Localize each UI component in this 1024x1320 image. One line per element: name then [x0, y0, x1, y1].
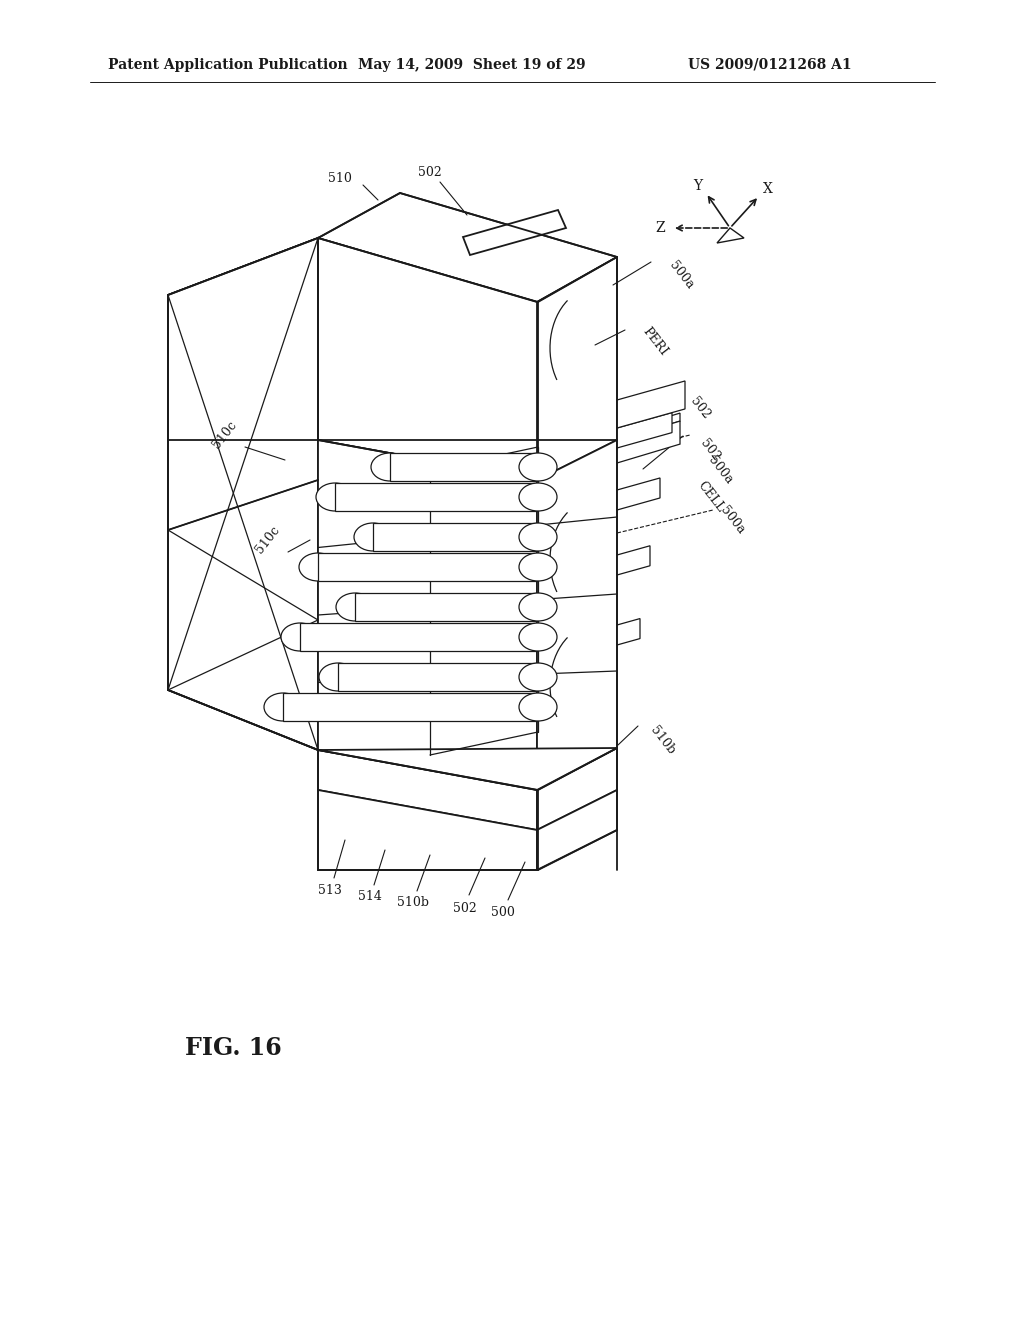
Polygon shape [300, 623, 538, 651]
Ellipse shape [299, 553, 337, 581]
Text: 502: 502 [698, 437, 723, 463]
Text: US 2009/0121268 A1: US 2009/0121268 A1 [688, 58, 852, 73]
Text: PERI: PERI [640, 325, 670, 359]
Polygon shape [617, 381, 685, 428]
Text: 502: 502 [418, 166, 442, 180]
Ellipse shape [519, 523, 557, 550]
Polygon shape [617, 619, 640, 645]
Polygon shape [537, 257, 617, 480]
Ellipse shape [281, 623, 319, 651]
Text: 510c: 510c [253, 524, 283, 556]
Ellipse shape [519, 593, 557, 620]
Polygon shape [355, 593, 538, 620]
Text: X: X [763, 182, 773, 195]
Text: 502: 502 [454, 902, 477, 915]
Text: 500a: 500a [706, 454, 735, 486]
Polygon shape [617, 413, 680, 440]
Ellipse shape [519, 663, 557, 690]
Text: 502: 502 [688, 395, 713, 421]
Polygon shape [318, 750, 537, 830]
Text: Patent Application Publication: Patent Application Publication [108, 58, 347, 73]
Text: 500a: 500a [718, 504, 748, 536]
Polygon shape [617, 421, 680, 463]
Polygon shape [168, 238, 318, 531]
Text: FIG. 16: FIG. 16 [185, 1036, 282, 1060]
Polygon shape [373, 523, 538, 550]
Ellipse shape [319, 663, 357, 690]
Polygon shape [168, 238, 318, 440]
Text: 514: 514 [358, 891, 382, 903]
Polygon shape [318, 748, 617, 789]
Polygon shape [390, 453, 538, 480]
Polygon shape [617, 545, 650, 576]
Ellipse shape [519, 623, 557, 651]
Text: 510c: 510c [210, 418, 240, 451]
Text: 500: 500 [492, 907, 515, 920]
Text: 500a: 500a [667, 259, 696, 292]
Ellipse shape [264, 693, 302, 721]
Text: CELL: CELL [695, 479, 727, 515]
Ellipse shape [336, 593, 374, 620]
Polygon shape [617, 478, 660, 510]
Polygon shape [318, 553, 538, 581]
Text: 510b: 510b [648, 723, 678, 756]
Polygon shape [537, 440, 617, 789]
Polygon shape [318, 789, 537, 870]
Ellipse shape [519, 483, 557, 511]
Polygon shape [463, 210, 566, 255]
Ellipse shape [519, 693, 557, 721]
Ellipse shape [354, 523, 392, 550]
Polygon shape [335, 483, 538, 511]
Text: May 14, 2009  Sheet 19 of 29: May 14, 2009 Sheet 19 of 29 [358, 58, 586, 73]
Polygon shape [617, 413, 672, 447]
Polygon shape [318, 238, 537, 480]
Polygon shape [717, 228, 744, 243]
Polygon shape [537, 789, 617, 870]
Text: 510b: 510b [397, 896, 429, 909]
Ellipse shape [519, 553, 557, 581]
Polygon shape [168, 238, 318, 750]
Ellipse shape [371, 453, 409, 480]
Text: 513: 513 [318, 883, 342, 896]
Polygon shape [318, 193, 617, 302]
Polygon shape [318, 440, 537, 789]
Polygon shape [338, 663, 538, 690]
Text: Z: Z [655, 220, 665, 235]
Text: Y: Y [693, 180, 702, 193]
Text: 510: 510 [328, 172, 352, 185]
Polygon shape [283, 693, 538, 721]
Polygon shape [537, 748, 617, 830]
Ellipse shape [519, 453, 557, 480]
Ellipse shape [316, 483, 354, 511]
